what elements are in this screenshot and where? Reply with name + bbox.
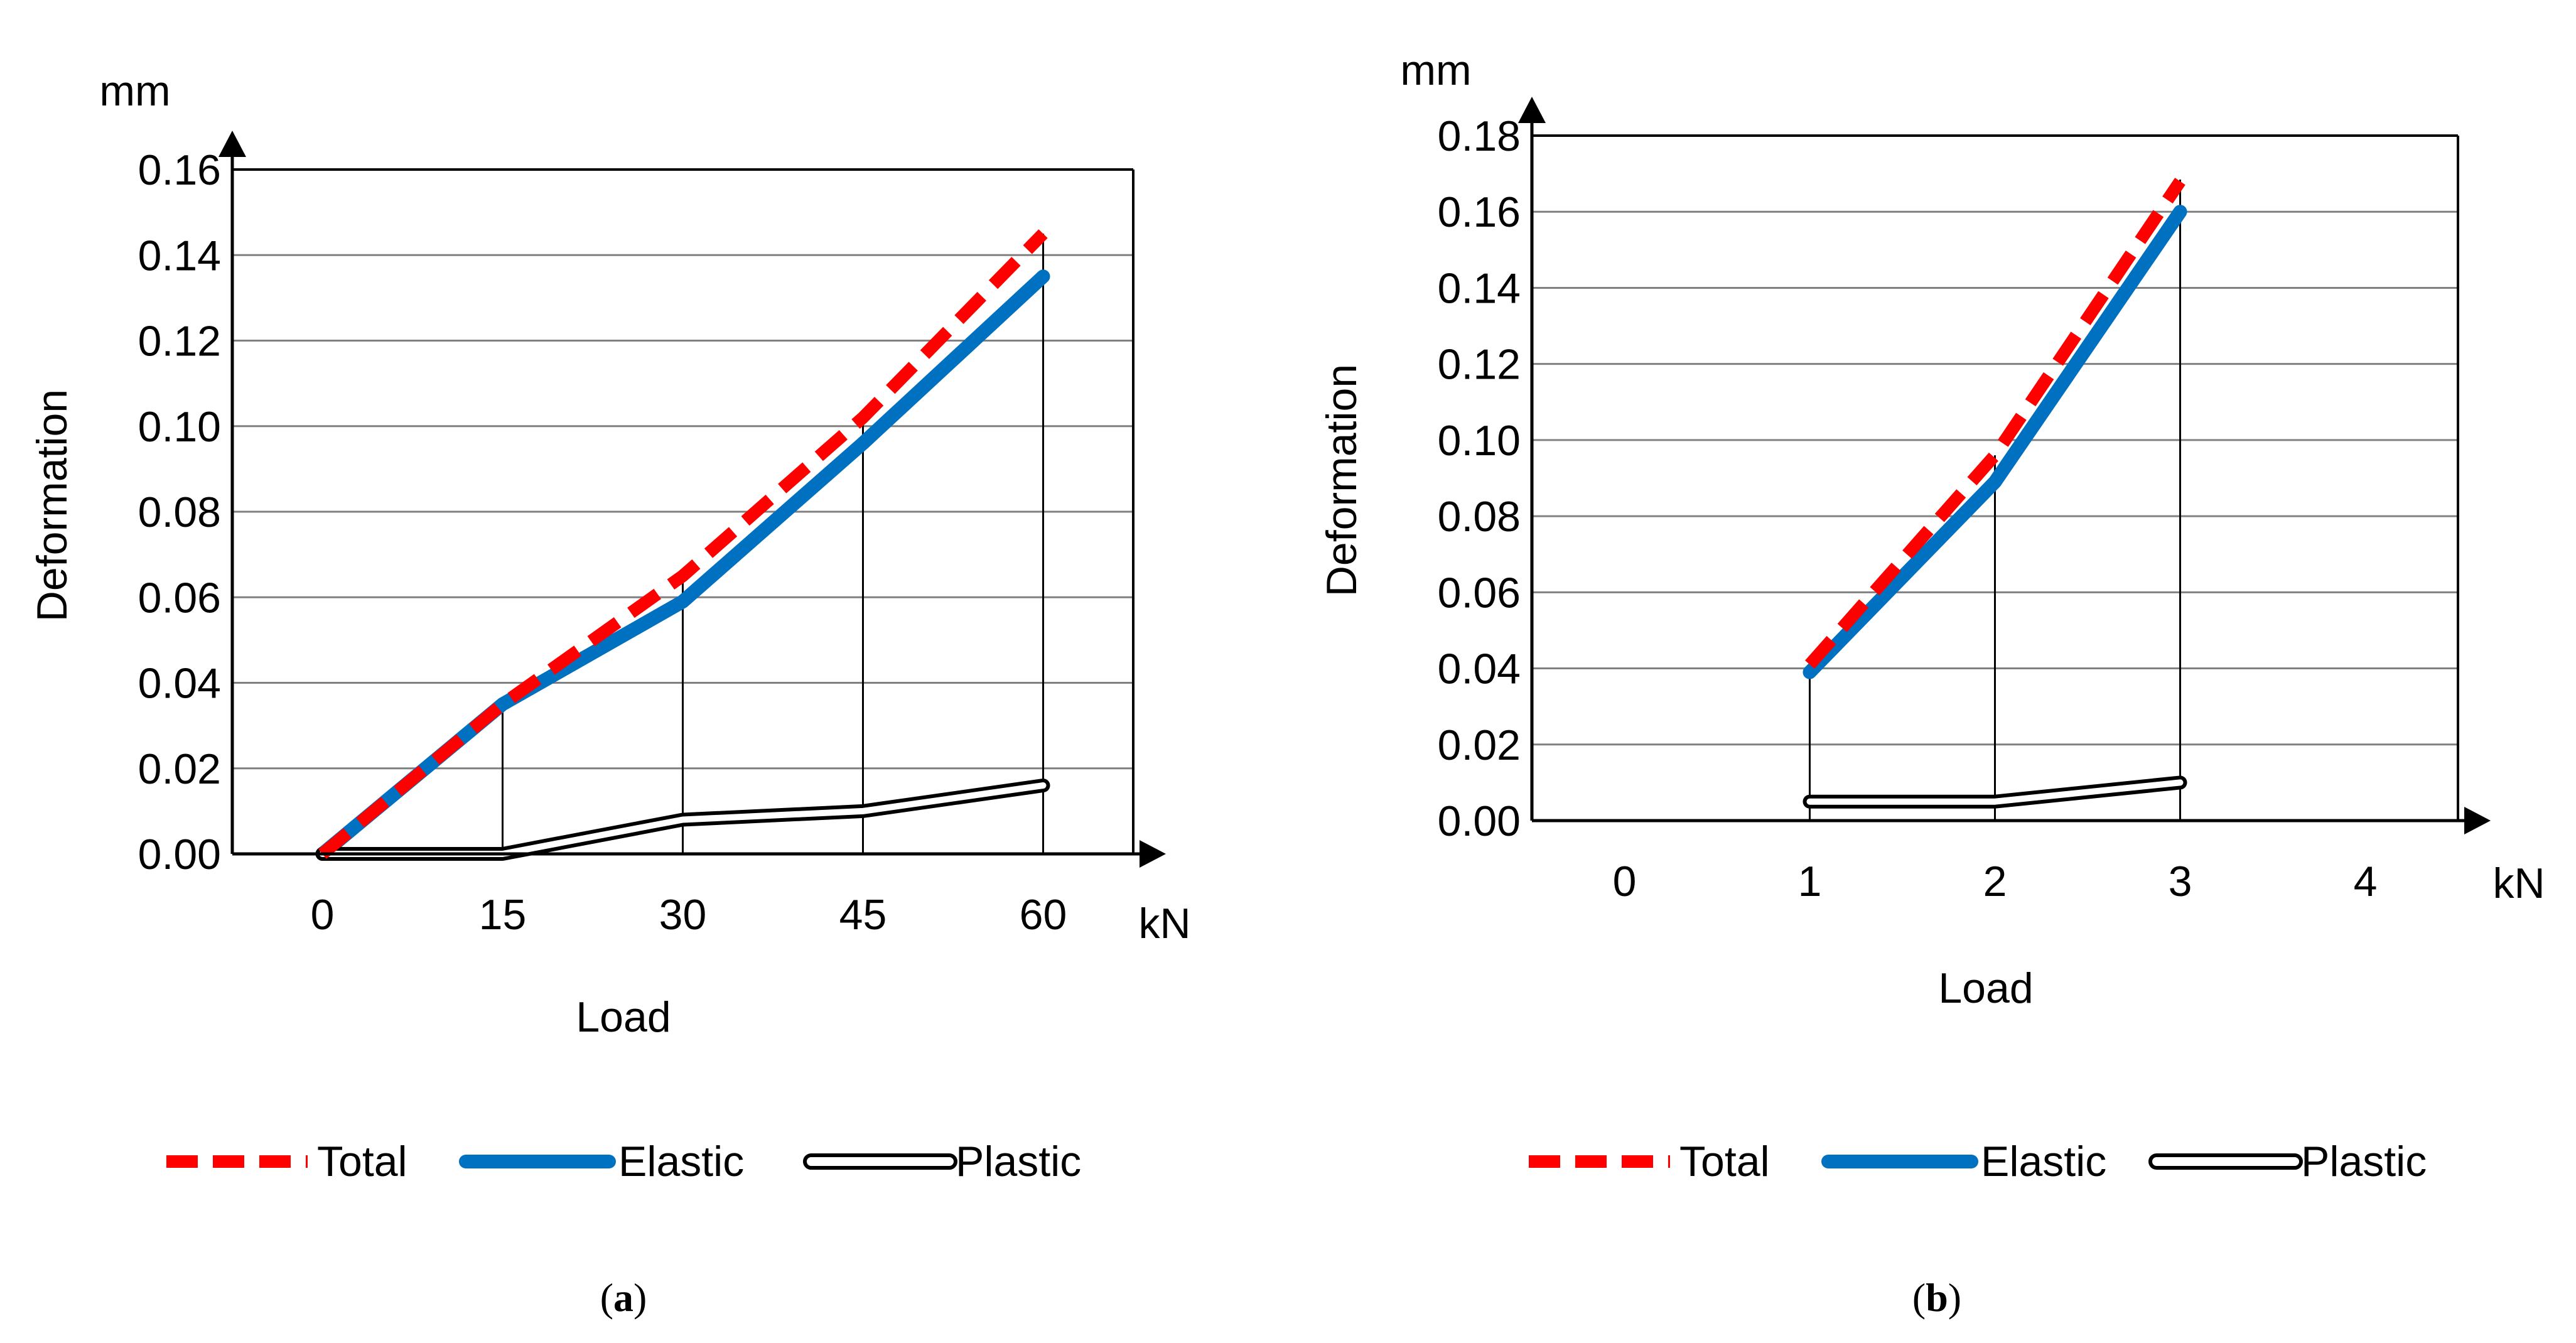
series-total-line — [1805, 178, 2185, 669]
x-axis-arrow — [2464, 807, 2491, 834]
x-unit-label: kN — [1138, 900, 1190, 947]
legend-label-elastic: Elastic — [1981, 1138, 2106, 1185]
series-elastic-line — [1803, 205, 2187, 679]
y-axis-title: Deformation — [28, 389, 76, 622]
y-tick-label: 0.14 — [138, 232, 221, 279]
legend-label-plastic: Plastic — [956, 1138, 1081, 1185]
x-axis-title: Load — [576, 993, 671, 1041]
x-tick-label: 4 — [2354, 858, 2378, 905]
y-axis-arrow — [218, 131, 246, 157]
series-layer — [1803, 178, 2187, 809]
x-axis-arrow — [1140, 840, 1166, 868]
legend-label-plastic: Plastic — [2301, 1138, 2427, 1185]
legend-label-elastic: Elastic — [618, 1138, 744, 1185]
svg-text:(b): (b) — [1912, 1275, 1961, 1320]
x-tick-label: 45 — [839, 891, 887, 939]
y-tick-labels: 0.00 0.02 0.04 0.06 0.08 0.10 0.12 0.14 0.16 — [138, 146, 221, 878]
y-unit-label: mm — [1400, 46, 1471, 94]
y-tick-label: 0.06 — [138, 574, 221, 622]
x-tick-label: 0 — [1613, 858, 1637, 905]
y-tick-labels: 0.00 0.02 0.04 0.06 0.08 0.10 0.12 0.14 0.16 0.18 — [1438, 112, 1521, 845]
y-tick-label: 0.06 — [1438, 569, 1521, 617]
y-tick-label: 0.04 — [1438, 645, 1521, 693]
y-tick-label: 0.18 — [1438, 112, 1521, 160]
x-tick-label: 0 — [311, 891, 335, 939]
y-tick-label: 0.16 — [138, 146, 221, 194]
x-tick-label: 60 — [1020, 891, 1067, 939]
caption-letter: a — [613, 1275, 633, 1320]
y-tick-label: 0.04 — [138, 660, 221, 708]
x-tick-label: 3 — [2169, 858, 2192, 905]
x-tick-label: 2 — [1983, 858, 2007, 905]
x-tick-label: 1 — [1798, 858, 1822, 905]
y-tick-label: 0.14 — [1438, 264, 1521, 312]
x-tick-label: 30 — [659, 891, 707, 939]
x-unit-label: kN — [2492, 860, 2545, 907]
y-tick-label: 0.00 — [138, 831, 221, 878]
y-unit-label: mm — [99, 67, 170, 115]
x-axis-title: Load — [1938, 964, 2033, 1012]
y-tick-label: 0.02 — [138, 745, 221, 793]
legend: Total Elastic Plastic — [166, 1138, 1081, 1185]
chart-panel-a: 0.00 0.02 0.04 0.06 0.08 0.10 0.12 0.14 0.16 0 15… — [28, 67, 1191, 1320]
y-tick-label: 0.08 — [1438, 493, 1521, 541]
drop-lines — [502, 234, 1044, 854]
y-tick-label: 0.10 — [1438, 417, 1521, 465]
y-axis-arrow — [1518, 97, 1546, 123]
caption-a: (a) — [600, 1275, 647, 1320]
axes — [1518, 97, 2491, 834]
y-axis-title: Deformation — [1318, 364, 1366, 596]
y-tick-label: 0.12 — [138, 318, 221, 365]
x-tick-labels: 0 15 30 45 60 — [311, 891, 1067, 939]
drop-lines — [1809, 180, 2181, 821]
axes — [218, 131, 1166, 868]
y-tick-label: 0.16 — [1438, 188, 1521, 236]
series-plastic-inner — [1806, 779, 2184, 805]
y-tick-label: 0.08 — [138, 488, 221, 536]
chart-panel-b: 0.00 0.02 0.04 0.06 0.08 0.10 0.12 0.14 0.16 0.18… — [1318, 46, 2545, 1320]
legend-swatch-plastic — [803, 1153, 957, 1170]
legend-label-total: Total — [1679, 1138, 1770, 1185]
legend-swatch-plastic — [2148, 1153, 2303, 1170]
x-tick-labels: 0 1 2 3 4 — [1613, 858, 2378, 905]
y-tick-label: 0.12 — [1438, 341, 1521, 389]
legend: Total Elastic Plastic — [1529, 1138, 2427, 1185]
legend-label-total: Total — [317, 1138, 407, 1185]
caption-b: (b) — [1912, 1275, 1961, 1320]
y-tick-label: 0.10 — [138, 403, 221, 451]
x-tick-label: 15 — [479, 891, 527, 939]
caption-letter: b — [1926, 1275, 1948, 1320]
series-total-line — [318, 229, 1048, 859]
y-tick-label: 0.02 — [1438, 721, 1521, 769]
svg-text:(a): (a) — [600, 1275, 647, 1320]
y-tick-label: 0.00 — [1438, 797, 1521, 845]
